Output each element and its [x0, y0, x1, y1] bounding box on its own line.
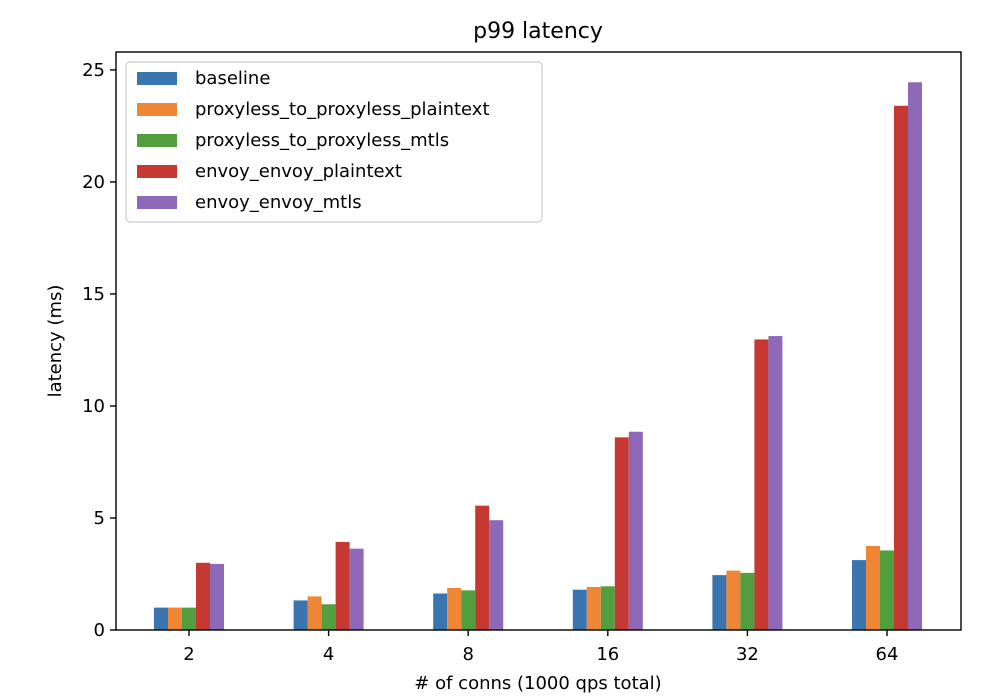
x-tick-label: 64 [876, 644, 899, 665]
plot-area-frame [115, 51, 962, 631]
chart-title: p99 latency [473, 19, 603, 44]
bar-envoy_envoy_plaintext-16 [614, 437, 629, 630]
bar-proxyless_to_proxyless_mtls-64 [880, 550, 894, 630]
legend-swatch-proxyless_to_proxyless_plaintext [137, 103, 177, 116]
bar-envoy_envoy_plaintext-32 [754, 339, 769, 630]
bar-proxyless_to_proxyless_plaintext-16 [586, 586, 601, 630]
legend-swatch-proxyless_to_proxyless_mtls [137, 134, 177, 147]
bars-group [154, 82, 922, 630]
y-tick-label: 25 [82, 60, 105, 81]
bar-proxyless_to_proxyless_mtls-2 [182, 607, 196, 630]
bar-proxyless_to_proxyless_mtls-4 [321, 604, 336, 630]
bar-baseline-64 [852, 560, 866, 630]
legend-swatch-baseline [137, 72, 177, 85]
y-tick-label: 20 [82, 172, 105, 193]
legend-label-proxyless_to_proxyless_mtls: proxyless_to_proxyless_mtls [195, 130, 449, 151]
bar-proxyless_to_proxyless_plaintext-4 [307, 596, 322, 630]
bar-proxyless_to_proxyless_mtls-8 [461, 590, 476, 630]
bar-envoy_envoy_plaintext-4 [335, 541, 350, 630]
x-tick-label: 16 [596, 644, 619, 665]
legend-swatch-envoy_envoy_mtls [137, 196, 177, 209]
y-tick-label: 15 [82, 284, 105, 305]
bar-envoy_envoy_plaintext-2 [196, 562, 210, 630]
bar-proxyless_to_proxyless_plaintext-8 [447, 587, 462, 630]
legend: baseline proxyless_to_proxyless_plaintext… [125, 61, 543, 223]
x-tick-label: 2 [183, 644, 194, 665]
y-tick-label: 5 [94, 508, 105, 529]
bar-proxyless_to_proxyless_plaintext-2 [168, 607, 182, 630]
bar-envoy_envoy_mtls-64 [908, 82, 922, 630]
y-axis-ticks: 0 5 10 15 20 25 [82, 60, 116, 641]
bar-baseline-2 [154, 607, 168, 630]
y-tick-label: 0 [94, 620, 105, 641]
bar-envoy_envoy_mtls-8 [489, 520, 504, 630]
x-tick-label: 4 [323, 644, 334, 665]
legend-label-baseline: baseline [195, 68, 270, 89]
legend-swatch-envoy_envoy_plaintext [137, 165, 177, 178]
bar-baseline-16 [572, 589, 587, 630]
bar-proxyless_to_proxyless_mtls-32 [740, 572, 755, 630]
legend-box [125, 61, 543, 223]
bar-proxyless_to_proxyless_plaintext-32 [726, 570, 741, 630]
x-axis-ticks: 2 4 8 16 32 64 [183, 630, 898, 665]
x-axis-label: # of conns (1000 qps total) [414, 673, 661, 694]
bar-envoy_envoy_plaintext-8 [475, 505, 490, 630]
x-tick-label: 8 [462, 644, 473, 665]
bar-baseline-4 [293, 600, 308, 630]
bar-envoy_envoy_mtls-16 [628, 431, 643, 630]
y-tick-label: 10 [82, 396, 105, 417]
bar-proxyless_to_proxyless_mtls-16 [600, 586, 615, 630]
legend-label-envoy_envoy_plaintext: envoy_envoy_plaintext [195, 161, 402, 182]
x-tick-label: 32 [736, 644, 759, 665]
legend-label-proxyless_to_proxyless_plaintext: proxyless_to_proxyless_plaintext [195, 99, 490, 120]
bar-baseline-8 [433, 593, 448, 630]
bar-envoy_envoy_plaintext-64 [894, 105, 908, 630]
bar-envoy_envoy_mtls-32 [768, 336, 783, 630]
bar-envoy_envoy_mtls-4 [349, 548, 364, 630]
bar-proxyless_to_proxyless_plaintext-64 [866, 545, 880, 630]
bar-baseline-32 [712, 575, 727, 630]
legend-label-envoy_envoy_mtls: envoy_envoy_mtls [195, 192, 362, 213]
bar-envoy_envoy_mtls-2 [210, 563, 224, 630]
y-axis-label: latency (ms) [45, 285, 66, 398]
